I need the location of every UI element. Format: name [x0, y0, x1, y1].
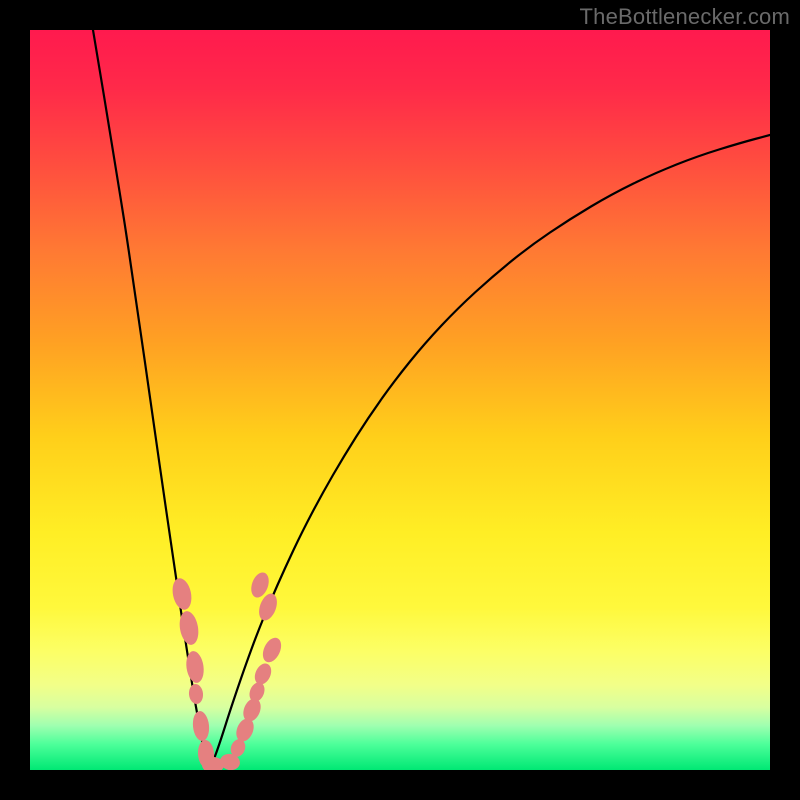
- watermark-text: TheBottlenecker.com: [580, 4, 790, 30]
- plot-svg: [30, 30, 770, 770]
- stage: TheBottlenecker.com: [0, 0, 800, 800]
- plot-area: [30, 30, 770, 770]
- gradient-background: [30, 30, 770, 770]
